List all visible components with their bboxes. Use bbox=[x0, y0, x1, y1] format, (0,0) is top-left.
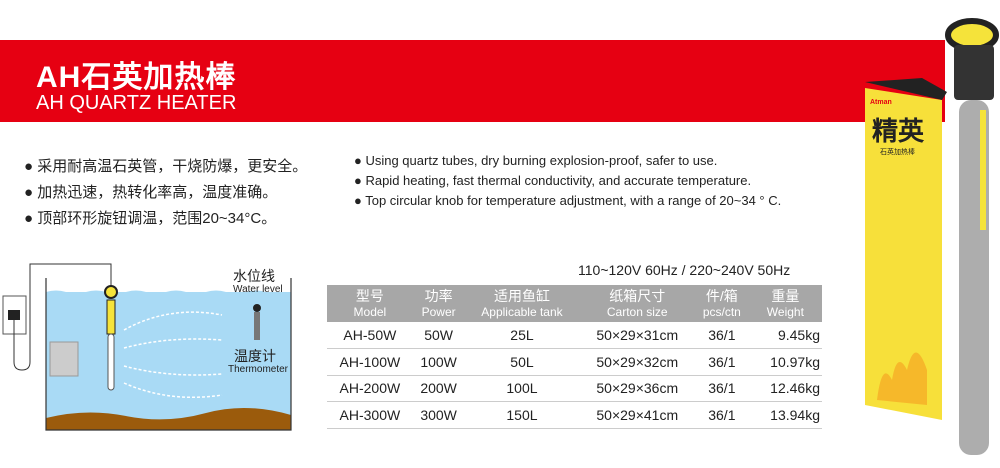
table-cell: 50×29×32cm bbox=[579, 348, 695, 376]
features-cn: ● 采用耐高温石英管，干烧防爆，更安全。 ● 加热迅速，热转化率高，温度准确。 … bbox=[24, 154, 307, 232]
feature: ● 加热迅速，热转化率高，温度准确。 bbox=[24, 184, 278, 201]
spec-table: 型号 Model 功率 Power 适用鱼缸 Applicable tank 纸箱尺寸… bbox=[327, 285, 822, 429]
title-cn: AH石英加热棒 bbox=[36, 61, 237, 94]
thermometer-en: Thermometer bbox=[228, 364, 289, 375]
box-subtitle: 石英加热棒 bbox=[880, 147, 915, 156]
product-image: Atman 精英 石英加热棒 bbox=[865, 18, 999, 455]
feature: ● Top circular knob for temperature adju… bbox=[354, 193, 782, 208]
box-title: 精英 bbox=[872, 116, 925, 146]
water-level-cn: 水位线 bbox=[233, 268, 275, 284]
table-cell: 100W bbox=[412, 348, 465, 376]
col-weight: 重量 Weight bbox=[748, 285, 822, 322]
table-cell: 10.97kg bbox=[748, 348, 822, 376]
table-cell: AH-50W bbox=[327, 322, 413, 349]
col-model: 型号 Model bbox=[327, 285, 413, 322]
col-carton: 纸箱尺寸 Carton size bbox=[579, 285, 695, 322]
table-cell: 50×29×41cm bbox=[579, 401, 695, 429]
water-level-en: Water level bbox=[233, 284, 283, 295]
table-cell: 25L bbox=[464, 322, 580, 349]
table-cell: AH-300W bbox=[327, 401, 413, 429]
table-cell: AH-100W bbox=[327, 348, 413, 376]
table-cell: 150L bbox=[464, 401, 580, 429]
table-cell: 50×29×36cm bbox=[579, 375, 695, 402]
feature: ● 采用耐高温石英管，干烧防爆，更安全。 bbox=[24, 158, 308, 175]
col-power: 功率 Power bbox=[412, 285, 465, 322]
table-cell: 36/1 bbox=[695, 322, 749, 349]
table-cell: 50L bbox=[464, 348, 580, 376]
table-header: 型号 Model 功率 Power 适用鱼缸 Applicable tank 纸箱尺寸… bbox=[327, 285, 822, 322]
feature: ● Rapid heating, fast thermal conductivi… bbox=[354, 173, 752, 188]
title-banner bbox=[0, 40, 945, 122]
table-cell: 300W bbox=[412, 401, 465, 429]
table-cell: 36/1 bbox=[695, 401, 749, 429]
table-cell: 36/1 bbox=[695, 348, 749, 376]
table-cell: 50W bbox=[412, 322, 465, 349]
table-row: AH-50W 50W 25L 50×29×31cm 36/1 9.45kg bbox=[327, 322, 822, 349]
table-cell: 12.46kg bbox=[748, 375, 822, 402]
table-cell: 50×29×31cm bbox=[579, 322, 695, 349]
table-cell: 200W bbox=[412, 375, 465, 402]
table-cell: 13.94kg bbox=[748, 401, 822, 429]
feature: ● 顶部环形旋钮调温，范围20~34°C。 bbox=[24, 210, 277, 227]
col-tank: 适用鱼缸 Applicable tank bbox=[464, 285, 580, 322]
table-row: AH-200W 200W 100L 50×29×36cm 36/1 12.46kg bbox=[327, 375, 822, 402]
thermometer-cn: 温度计 bbox=[234, 348, 276, 364]
title-en: AH QUARTZ HEATER bbox=[36, 92, 237, 114]
table-row: AH-300W 300W 150L 50×29×41cm 36/1 13.94kg bbox=[327, 401, 822, 429]
feature: ● Using quartz tubes, dry burning explos… bbox=[354, 153, 718, 168]
table-cell: 100L bbox=[464, 375, 580, 402]
features-en: ● Using quartz tubes, dry burning explos… bbox=[354, 151, 781, 211]
table-cell: 36/1 bbox=[695, 375, 749, 402]
table-cell: AH-200W bbox=[327, 375, 413, 402]
col-pcs: 件/箱 pcs/ctn bbox=[695, 285, 749, 322]
table-cell: 9.45kg bbox=[748, 322, 822, 349]
tank-diagram bbox=[2, 263, 292, 431]
box-brand: Atman bbox=[870, 99, 892, 106]
voltage-label: 110~120V 60Hz / 220~240V 50Hz bbox=[578, 262, 791, 278]
table-row: AH-100W 100W 50L 50×29×32cm 36/1 10.97kg bbox=[327, 348, 822, 376]
